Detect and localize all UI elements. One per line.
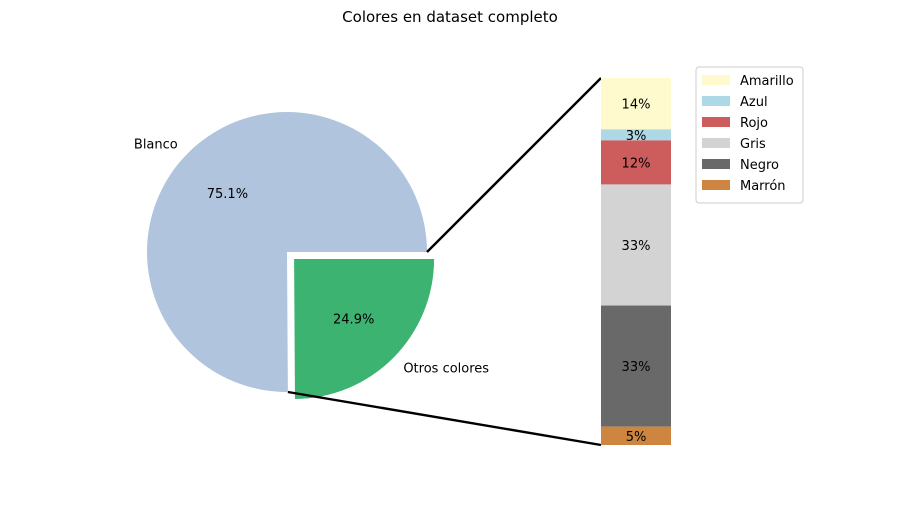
legend: Amarillo Azul Rojo Gris Negro Marrón: [695, 66, 804, 204]
legend-swatch: [702, 75, 730, 85]
connector-bottom: [287, 390, 602, 447]
connector-top: [426, 77, 602, 253]
bar-segment-negro: [601, 305, 671, 427]
chart-title: Colores en dataset completo: [342, 8, 558, 26]
legend-swatch: [702, 117, 730, 127]
legend-label: Negro: [740, 158, 779, 173]
connector-lines: [287, 77, 602, 447]
legend-swatch: [702, 96, 730, 106]
bar-segment-label: 3%: [626, 129, 647, 144]
stacked-bar: 14% 3% 12% 33% 33% 5%: [601, 78, 671, 445]
pie-pct-label: 24.9%: [333, 312, 374, 327]
legend-swatch: [702, 180, 730, 190]
bar-segment-label: 33%: [622, 239, 651, 254]
legend-swatch: [702, 159, 730, 169]
bar-segment-gris: [601, 184, 671, 306]
legend-label: Azul: [740, 95, 768, 110]
bar-segment-label: 12%: [622, 156, 651, 171]
bar-segment-rojo: [601, 140, 671, 185]
bar-segment-azul: [601, 129, 671, 141]
legend-label: Amarillo: [740, 74, 794, 89]
pie-slice-label: Blanco: [134, 137, 178, 152]
legend-label: Gris: [740, 137, 766, 152]
legend-label: Marrón: [740, 179, 786, 194]
legend-label: Rojo: [740, 116, 768, 131]
pie-slice-otros: [294, 259, 435, 400]
pie-slice-blanco: [146, 111, 427, 392]
pie-pct-label: 75.1%: [207, 187, 248, 202]
bar-segment-label: 5%: [626, 430, 647, 445]
bar-segment-amarillo: [601, 78, 671, 130]
legend-swatch: [702, 138, 730, 148]
bar-segment-label: 14%: [622, 98, 651, 113]
pie-slice-label: Otros colores: [403, 362, 489, 377]
bar-segment-marrón: [601, 426, 671, 445]
bar-segment-label: 33%: [622, 360, 651, 375]
pie-chart: 75.1% Blanco 24.9% Otros colores: [134, 111, 489, 400]
